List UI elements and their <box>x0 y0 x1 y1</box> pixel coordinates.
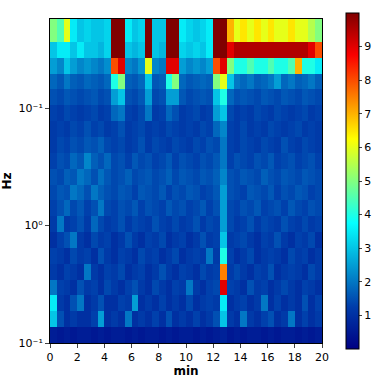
svg-text:6: 6 <box>128 351 135 364</box>
svg-text:14: 14 <box>233 351 247 364</box>
svg-text:16: 16 <box>261 351 275 364</box>
svg-text:min: min <box>173 364 198 378</box>
svg-text:3: 3 <box>364 242 371 255</box>
svg-text:10: 10 <box>179 351 193 364</box>
svg-text:8: 8 <box>155 351 162 364</box>
svg-text:20: 20 <box>315 351 329 364</box>
svg-text:8: 8 <box>364 74 371 87</box>
svg-text:4: 4 <box>364 208 371 221</box>
svg-text:6: 6 <box>364 141 371 154</box>
svg-text:10⁻¹: 10⁻¹ <box>19 102 43 115</box>
svg-text:2: 2 <box>74 351 81 364</box>
svg-text:7: 7 <box>364 108 371 121</box>
svg-text:18: 18 <box>288 351 302 364</box>
svg-text:4: 4 <box>101 351 108 364</box>
svg-text:10⁻¹: 10⁻¹ <box>19 337 43 350</box>
svg-text:5: 5 <box>364 175 371 188</box>
svg-text:Hz: Hz <box>0 172 14 189</box>
svg-text:12: 12 <box>206 351 220 364</box>
svg-text:0: 0 <box>47 351 54 364</box>
svg-text:9: 9 <box>364 40 371 53</box>
svg-text:2: 2 <box>364 276 371 289</box>
svg-text:10⁰: 10⁰ <box>24 219 43 232</box>
svg-text:1: 1 <box>364 309 371 322</box>
